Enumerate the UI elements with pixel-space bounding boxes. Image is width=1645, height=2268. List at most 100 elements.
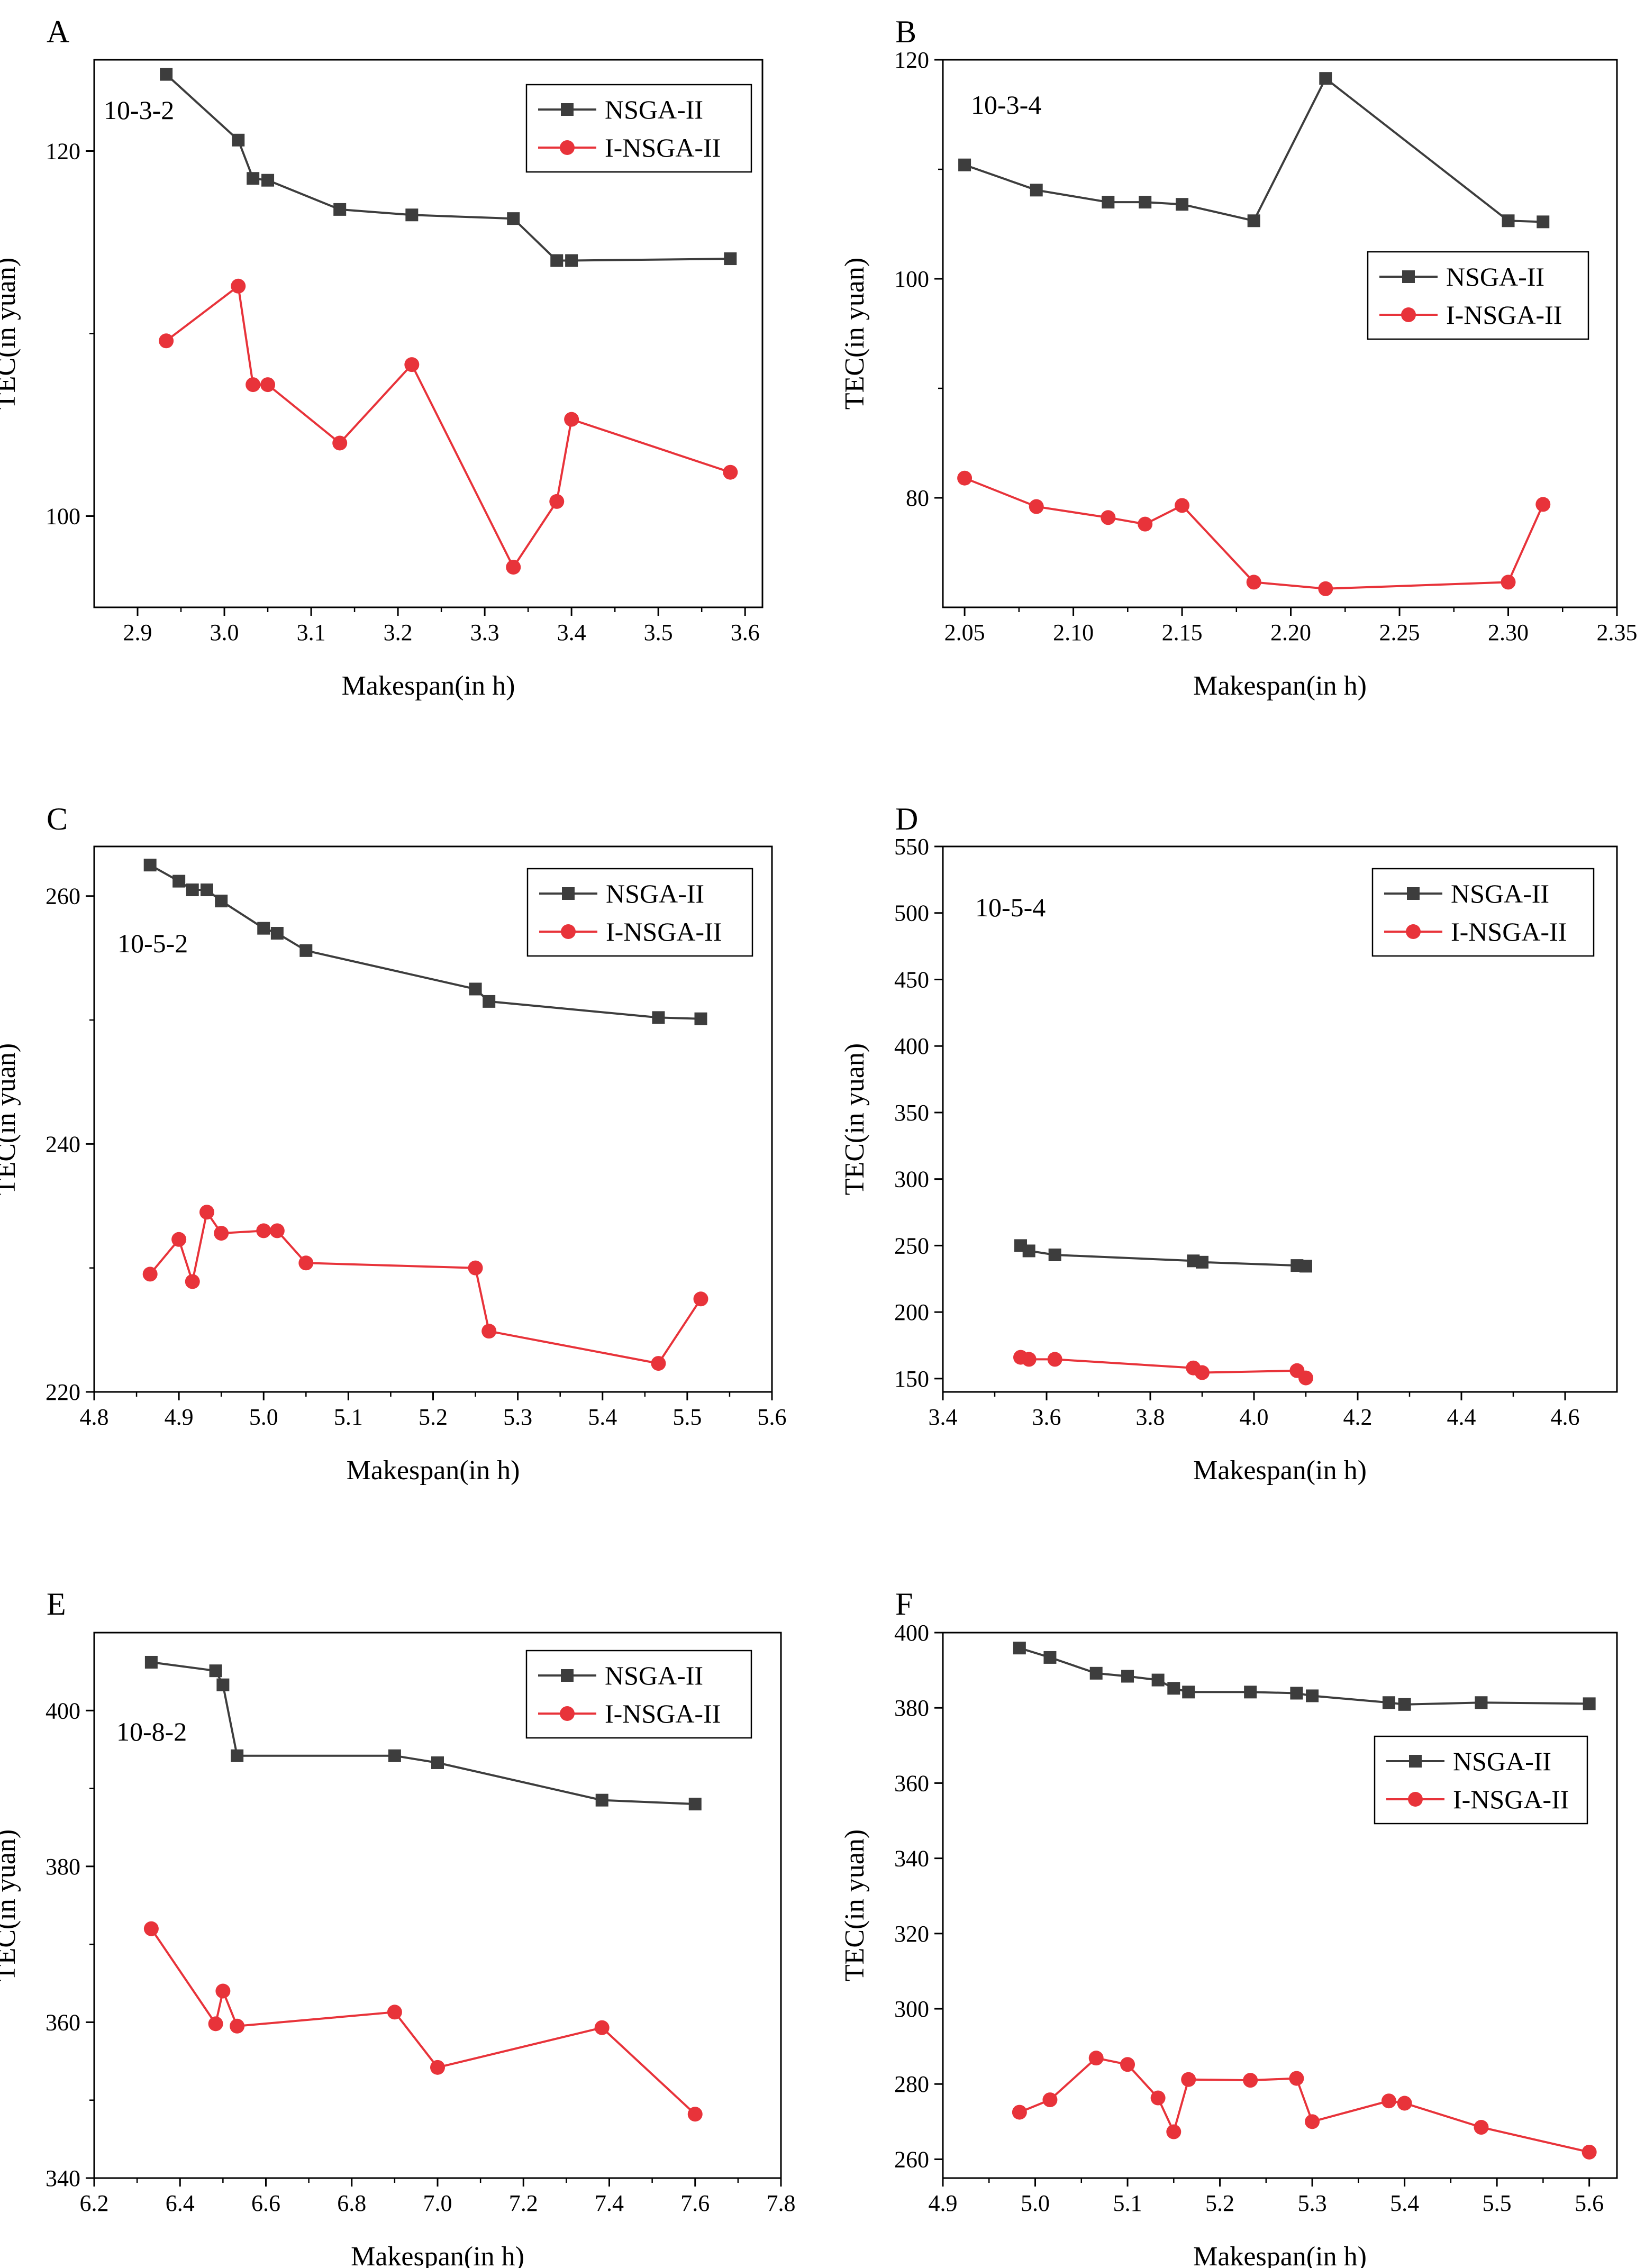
y-tick-label: 200 xyxy=(894,1299,929,1325)
y-tick-label: 380 xyxy=(46,1854,80,1880)
data-point-circle xyxy=(1246,575,1261,590)
data-point-circle xyxy=(1243,2073,1258,2088)
x-tick-label: 5.3 xyxy=(503,1404,532,1430)
legend-marker-circle xyxy=(560,1706,575,1721)
data-point-square xyxy=(694,1012,707,1025)
x-tick-label: 2.10 xyxy=(1053,620,1094,645)
x-tick-label: 2.15 xyxy=(1162,620,1203,645)
x-tick-label: 5.1 xyxy=(334,1404,363,1430)
data-point-square xyxy=(200,883,213,897)
data-point-square xyxy=(257,922,270,935)
data-point-square xyxy=(270,927,284,940)
y-tick-label: 100 xyxy=(46,504,80,530)
y-tick-label: 260 xyxy=(894,2146,929,2172)
data-point-circle xyxy=(1021,1352,1037,1367)
data-point-circle xyxy=(171,1232,187,1247)
series-line xyxy=(149,1209,702,1365)
data-point-square xyxy=(1306,1689,1319,1702)
x-tick-label: 2.9 xyxy=(123,620,152,645)
data-point-circle xyxy=(1289,2071,1304,2086)
data-point-square xyxy=(550,254,564,267)
series-line xyxy=(1020,1356,1307,1379)
data-point-square xyxy=(172,875,186,888)
data-point-square xyxy=(1121,1670,1134,1683)
series-i-nsga-ii xyxy=(142,1205,708,1371)
data-point-circle xyxy=(231,278,246,294)
legend-box xyxy=(525,84,752,173)
legend-label: NSGA-II xyxy=(1451,879,1549,908)
data-point-square xyxy=(1176,198,1189,211)
legend-label: I-NSGA-II xyxy=(1451,917,1567,946)
instance-label: 10-3-2 xyxy=(104,95,174,125)
instance-label: 10-5-4 xyxy=(975,892,1046,922)
x-tick-label: 5.4 xyxy=(588,1404,617,1430)
series-nsga-ii xyxy=(144,1655,702,1811)
panel-letter: A xyxy=(47,14,69,49)
data-point-circle xyxy=(430,2060,445,2075)
plot-frame xyxy=(942,845,1618,1393)
x-tick-label: 5.5 xyxy=(1483,2190,1512,2216)
x-tick-label: 6.8 xyxy=(337,2190,366,2216)
legend-marker-square xyxy=(562,887,575,900)
series-i-nsga-ii xyxy=(1012,2051,1597,2160)
series-line xyxy=(964,77,1543,223)
legend-marker-square xyxy=(1402,270,1415,283)
data-point-circle xyxy=(468,1260,483,1276)
data-point-circle xyxy=(1298,1370,1313,1386)
data-point-circle xyxy=(269,1223,285,1238)
instance-label: 10-8-2 xyxy=(116,1717,187,1746)
data-point-square xyxy=(483,995,496,1008)
y-tick-label: 360 xyxy=(894,1770,929,1796)
x-axis-title: Makespan(in h) xyxy=(347,1455,520,1486)
data-point-square xyxy=(958,158,971,171)
data-point-circle xyxy=(332,435,348,451)
x-tick-label: 3.6 xyxy=(1032,1404,1061,1430)
series-line xyxy=(964,477,1544,590)
data-point-circle xyxy=(1181,2072,1196,2087)
x-tick-label: 3.0 xyxy=(210,620,239,645)
data-point-circle xyxy=(1042,2092,1058,2108)
x-tick-label: 5.1 xyxy=(1113,2190,1142,2216)
y-tick-label: 360 xyxy=(46,2009,80,2035)
data-point-square xyxy=(209,1664,222,1678)
data-point-circle xyxy=(1120,2057,1135,2072)
data-point-circle xyxy=(693,1291,708,1307)
y-tick-label: 220 xyxy=(46,1379,80,1405)
y-axis-title: TEC(in yuan) xyxy=(840,1043,870,1195)
data-point-circle xyxy=(957,470,973,486)
y-tick-label: 400 xyxy=(894,1620,929,1646)
x-tick-label: 5.4 xyxy=(1390,2190,1419,2216)
x-tick-label: 5.5 xyxy=(672,1404,702,1430)
legend-box xyxy=(526,868,753,957)
data-point-square xyxy=(215,895,228,908)
data-point-circle xyxy=(506,560,521,575)
data-point-square xyxy=(724,252,737,266)
x-axis-title: Makespan(in h) xyxy=(1193,1455,1367,1486)
data-point-square xyxy=(1537,215,1550,229)
y-tick-label: 350 xyxy=(894,1100,929,1126)
data-point-circle xyxy=(651,1356,666,1371)
data-point-square xyxy=(405,208,419,222)
data-point-square xyxy=(1139,196,1152,209)
y-tick-label: 260 xyxy=(46,883,80,909)
legend-label: I-NSGA-II xyxy=(1446,300,1562,330)
panel-letter: D xyxy=(895,801,918,836)
data-point-square xyxy=(143,859,157,872)
instance-label: 10-5-2 xyxy=(117,928,188,958)
y-tick-label: 340 xyxy=(46,2165,80,2191)
data-point-square xyxy=(1244,1686,1257,1699)
data-point-circle xyxy=(549,494,565,509)
data-point-square xyxy=(1299,1260,1312,1273)
data-point-square xyxy=(247,172,260,185)
x-tick-label: 7.2 xyxy=(509,2190,538,2216)
x-axis-title: Makespan(in h) xyxy=(342,671,515,701)
plot-frame xyxy=(942,59,1618,608)
data-point-square xyxy=(1382,1696,1395,1709)
data-point-circle xyxy=(1012,2105,1027,2120)
data-point-circle xyxy=(260,377,276,393)
x-tick-label: 3.8 xyxy=(1136,1404,1165,1430)
panel-b: B 2.05 2.10 2.15 2.20 2.25 2.30 2.35 80 100 120 Mak… xyxy=(840,14,1638,701)
x-tick-label: 3.1 xyxy=(297,620,326,645)
data-point-circle xyxy=(594,2020,610,2035)
x-tick-label: 5.0 xyxy=(1021,2190,1050,2216)
